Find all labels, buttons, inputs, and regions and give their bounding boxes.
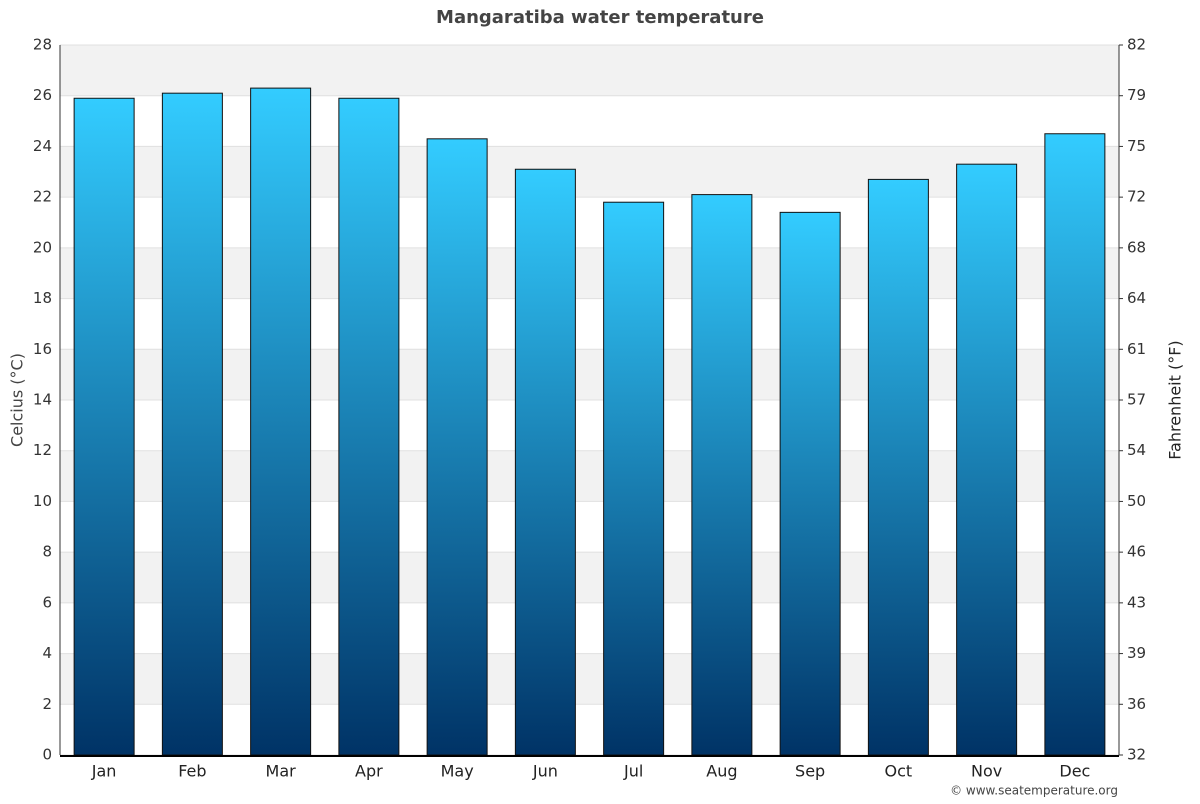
y2-tick-label: 39 (1127, 644, 1146, 662)
y2-tick-label: 54 (1127, 441, 1146, 459)
grid-band (60, 349, 1119, 400)
x-tick-label: Mar (266, 762, 297, 781)
bar (779, 211, 841, 756)
bar (956, 163, 1018, 756)
grid-band (60, 247, 1119, 299)
grid-band (60, 653, 1119, 705)
y2-tick-label: 75 (1127, 137, 1146, 155)
bar (73, 97, 135, 756)
y2-tick-label: 72 (1127, 188, 1146, 206)
x-tick-label: Dec (1059, 762, 1090, 781)
y-tick-label: 14 (33, 391, 52, 409)
x-tick-label: Jul (623, 762, 643, 781)
x-tick-label: Sep (795, 762, 825, 781)
bar (338, 97, 400, 756)
y-tick-label: 18 (33, 289, 52, 307)
y-tick-label: 2 (42, 695, 52, 713)
y-tick-label: 8 (42, 543, 52, 561)
grid-band (60, 45, 1119, 96)
y2-tick-label: 43 (1127, 593, 1146, 611)
y2-tick-label: 32 (1127, 746, 1146, 764)
bar (691, 194, 753, 756)
chart-title: Mangaratiba water temperature (436, 7, 764, 28)
y2-tick-label: 57 (1127, 391, 1146, 409)
x-tick-label: Nov (971, 762, 1002, 781)
y-tick-label: 10 (33, 492, 52, 510)
x-tick-label: May (441, 762, 474, 781)
y2-tick-label: 82 (1127, 36, 1146, 54)
y-tick-label: 4 (42, 644, 52, 662)
bar (161, 92, 223, 756)
grid-band (60, 552, 1119, 603)
y2-tick-label: 46 (1127, 543, 1146, 561)
y2-tick-label: 79 (1127, 86, 1146, 104)
grid-band (60, 146, 1119, 198)
y-tick-label: 28 (33, 36, 52, 54)
x-tick-label: Feb (178, 762, 206, 781)
x-tick-label: Oct (885, 762, 913, 781)
bar (603, 201, 665, 756)
y2-tick-label: 64 (1127, 289, 1146, 307)
bar (1044, 133, 1106, 756)
bar (514, 168, 576, 756)
y-tick-label: 12 (33, 441, 52, 459)
y-tick-label: 6 (42, 593, 52, 611)
bar (867, 178, 929, 756)
y2-tick-label: 68 (1127, 238, 1146, 256)
y-tick-label: 0 (42, 746, 52, 764)
bar (250, 87, 312, 756)
y-tick-label: 16 (33, 340, 52, 358)
y-tick-label: 26 (33, 86, 52, 104)
y2-tick-label: 50 (1127, 492, 1146, 510)
x-tick-label: Aug (706, 762, 737, 781)
y-tick-label: 22 (33, 188, 52, 206)
y-tick-label: 24 (33, 137, 52, 155)
bar (426, 138, 488, 756)
y-axis-label: Celcius (°C) (8, 353, 27, 447)
credit: © www.seatemperature.org (950, 784, 1118, 798)
x-tick-label: Apr (355, 762, 383, 781)
grid-band (60, 450, 1119, 502)
x-tick-label: Jun (532, 762, 558, 781)
y2-axis-label: Fahrenheit (°F) (1166, 340, 1185, 459)
y2-tick-label: 36 (1127, 695, 1146, 713)
x-tick-label: Jan (91, 762, 117, 781)
y-tick-label: 20 (33, 238, 52, 256)
y2-tick-label: 61 (1127, 340, 1146, 358)
